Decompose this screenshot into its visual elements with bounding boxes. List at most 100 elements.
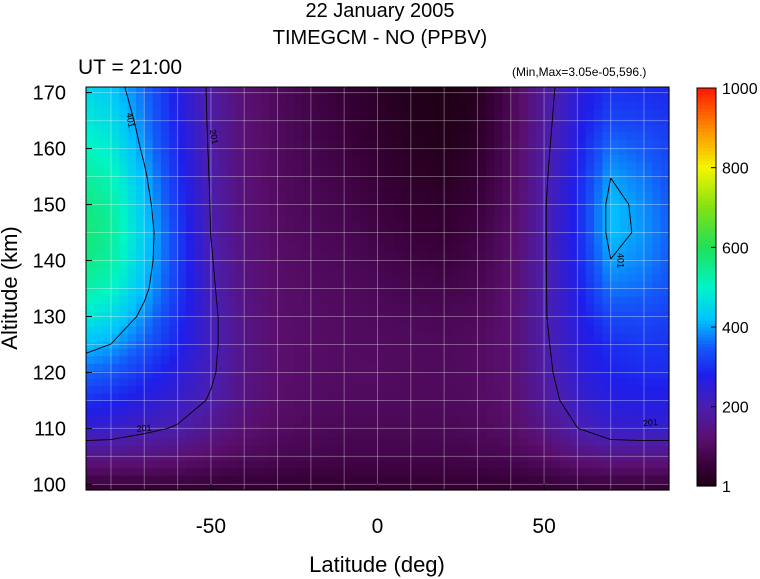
- heat-cell: [152, 146, 162, 155]
- heat-cell: [160, 348, 170, 357]
- heat-cell: [610, 385, 620, 394]
- heat-cell: [352, 169, 362, 178]
- heat-cell: [635, 415, 645, 424]
- heat-cell: [344, 452, 354, 461]
- heat-cell: [394, 206, 404, 215]
- x-axis-label: Latitude (deg): [309, 552, 445, 577]
- heat-cell: [302, 400, 312, 409]
- heat-cell: [619, 467, 628, 476]
- heat-cell: [227, 94, 237, 103]
- heat-cell: [252, 213, 262, 222]
- heat-cell: [102, 445, 112, 454]
- heat-cell: [110, 101, 120, 110]
- heat-cell: [569, 184, 578, 193]
- heat-cell: [169, 191, 179, 200]
- heat-cell: [335, 124, 345, 133]
- heat-cell: [294, 355, 304, 364]
- heat-cell: [619, 370, 628, 379]
- heat-cell: [544, 101, 553, 110]
- heat-cell: [394, 370, 404, 379]
- heat-cell: [135, 198, 145, 207]
- heat-cell: [260, 288, 270, 297]
- heat-cell: [269, 437, 279, 446]
- heat-cell: [452, 273, 462, 282]
- heat-cell: [127, 169, 137, 178]
- heat-cell: [260, 184, 270, 193]
- heat-cell: [269, 325, 279, 334]
- heat-cell: [435, 407, 445, 416]
- heat-cell: [510, 407, 520, 416]
- heat-cell: [86, 318, 95, 327]
- heat-cell: [277, 392, 287, 402]
- heat-cell: [552, 370, 562, 379]
- heat-cell: [460, 400, 470, 409]
- heat-cell: [552, 407, 562, 416]
- heat-cell: [577, 184, 587, 193]
- heat-cell: [185, 430, 195, 439]
- heat-cell: [360, 206, 370, 215]
- heat-cell: [310, 333, 320, 342]
- heat-cell: [152, 363, 162, 372]
- heat-cell: [144, 370, 154, 379]
- heat-cell: [394, 154, 404, 163]
- heat-cell: [510, 310, 520, 319]
- heat-cell: [402, 355, 412, 364]
- heat-cell: [202, 325, 212, 334]
- heat-cell: [185, 213, 195, 222]
- heat-cell: [335, 198, 345, 207]
- heat-cell: [369, 266, 379, 275]
- heat-cell: [160, 236, 170, 245]
- heat-cell: [160, 437, 170, 446]
- heat-cell: [569, 437, 578, 446]
- heat-cell: [160, 385, 170, 394]
- heat-cell: [527, 281, 537, 290]
- heat-cell: [560, 131, 570, 140]
- heat-cell: [285, 422, 295, 431]
- heat-cell: [502, 303, 512, 312]
- heat-cell: [552, 363, 562, 372]
- heat-cell: [569, 206, 578, 215]
- heat-cell: [127, 475, 137, 484]
- heat-cell: [144, 109, 154, 118]
- heat-cell: [610, 124, 620, 133]
- heat-cell: [185, 355, 195, 364]
- heat-cell: [269, 139, 279, 148]
- heat-cell: [560, 467, 570, 476]
- heat-cell: [327, 236, 337, 245]
- heat-cell: [177, 370, 187, 379]
- heat-cell: [369, 407, 379, 416]
- heat-cell: [302, 415, 312, 424]
- heat-cell: [402, 184, 412, 193]
- heat-cell: [277, 221, 287, 230]
- heat-cell: [385, 146, 395, 155]
- heat-cell: [419, 318, 429, 327]
- heat-cell: [502, 415, 512, 424]
- heat-cell: [385, 437, 395, 446]
- heat-cell: [177, 251, 187, 260]
- heat-cell: [235, 370, 245, 379]
- heat-cell: [627, 198, 637, 207]
- heat-cell: [652, 251, 662, 260]
- colorbar-tick-label: 1: [722, 479, 731, 496]
- heat-cell: [485, 281, 495, 290]
- heat-cell: [594, 333, 603, 342]
- heat-cell: [577, 422, 587, 431]
- heat-cell: [410, 385, 420, 394]
- heat-cell: [402, 266, 412, 275]
- heat-cell: [310, 295, 320, 305]
- heat-cell: [485, 258, 495, 267]
- heat-cell: [544, 198, 553, 207]
- heat-cell: [260, 101, 270, 110]
- heat-cell: [177, 161, 187, 170]
- heat-cell: [369, 109, 379, 118]
- heat-cell: [494, 318, 504, 327]
- heat-cell: [427, 206, 437, 215]
- heat-cell: [185, 206, 195, 215]
- heat-cell: [86, 146, 95, 155]
- heat-cell: [527, 206, 537, 215]
- heat-cell: [360, 154, 370, 163]
- heat-cell: [294, 154, 304, 163]
- heat-cell: [202, 176, 212, 185]
- heat-cell: [210, 146, 220, 155]
- heat-cell: [252, 228, 262, 237]
